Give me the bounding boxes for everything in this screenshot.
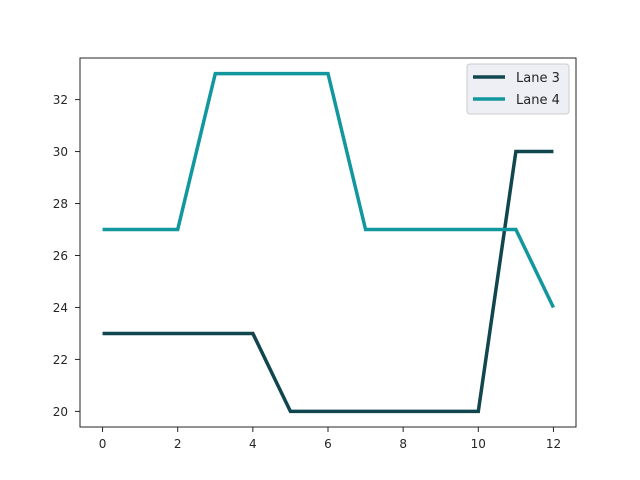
legend-label: Lane 3 [516, 71, 560, 86]
y-tick-label: 28 [53, 197, 68, 211]
series-line-2 [102, 71, 556, 309]
y-tick-label: 32 [53, 93, 68, 107]
x-tick-label: 2 [174, 437, 182, 451]
x-tick-label: 0 [99, 437, 107, 451]
y-tick-label: 30 [53, 145, 68, 159]
x-tick-label: 8 [399, 437, 407, 451]
series-layer [102, 71, 556, 414]
legend-label: Lane 4 [516, 93, 560, 108]
series-line-1 [102, 149, 554, 414]
x-tick-label: 12 [546, 437, 561, 451]
x-tick-label: 6 [324, 437, 332, 451]
y-tick-label: 26 [53, 249, 68, 263]
x-tick-label: 10 [471, 437, 486, 451]
legend: Lane 3 Lane 4 [466, 63, 570, 115]
y-tick-label: 20 [53, 405, 68, 419]
x-axis: 0 2 4 6 8 10 12 [99, 427, 561, 451]
y-tick-label: 24 [53, 301, 68, 315]
y-tick-label: 22 [53, 353, 68, 367]
x-tick-label: 4 [249, 437, 257, 451]
y-axis: 20 22 24 26 28 30 32 [53, 93, 80, 419]
